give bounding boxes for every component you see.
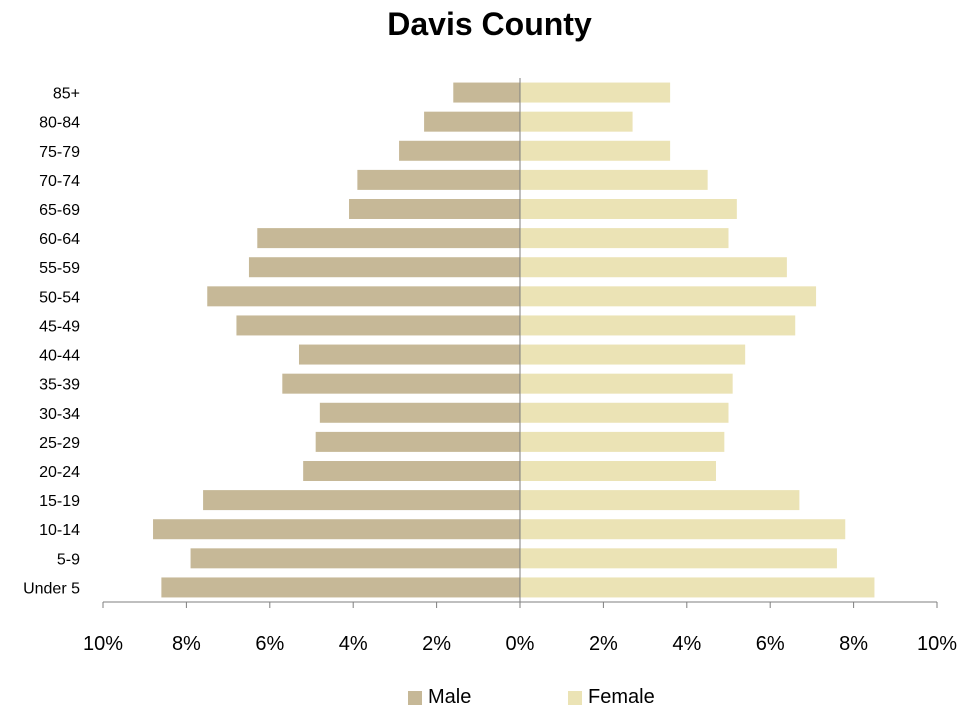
bar-female-45-49 (520, 315, 796, 336)
bar-male-15-19 (203, 490, 520, 511)
bar-male-55-59 (248, 257, 520, 278)
bar-female-25-29 (520, 431, 725, 452)
x-tick-label: 8% (172, 633, 201, 655)
x-tick-label: 6% (255, 633, 284, 655)
bar-male-85+ (453, 82, 520, 103)
x-tick-label: 8% (839, 633, 868, 655)
legend-label-male: Male (428, 686, 472, 708)
bar-male-10-14 (153, 519, 521, 540)
x-tick-label: 6% (756, 633, 785, 655)
category-label: 75-79 (39, 144, 80, 161)
chart-title: Davis County (387, 6, 592, 42)
bar-male-65-69 (349, 199, 520, 219)
category-label: 65-69 (39, 202, 80, 219)
legend-label-female: Female (588, 686, 655, 708)
bar-male-45-49 (236, 315, 520, 336)
bar-female-70-74 (520, 169, 708, 190)
bar-female-75-79 (520, 140, 671, 161)
category-labels: Under 5 5-9 10-14 15-19 20-24 25-29 30-34 35-39… (23, 86, 80, 598)
legend-swatch-male (408, 690, 422, 705)
bar-male-20-24 (303, 461, 520, 481)
category-label: 45-49 (39, 318, 80, 335)
x-tick-label: 0% (506, 633, 535, 655)
bar-male-70-74 (357, 169, 520, 190)
category-label: 50-54 (39, 289, 80, 306)
bar-female-60-64 (520, 228, 729, 249)
bar-female-85+ (520, 82, 671, 103)
bar-male-40-44 (298, 344, 520, 365)
bar-female-10-14 (520, 519, 846, 540)
category-label: 25-29 (39, 435, 80, 452)
category-label: 30-34 (39, 406, 80, 423)
legend-item-female: Female (568, 686, 655, 709)
category-label: 60-64 (39, 231, 80, 248)
category-label: 55-59 (39, 260, 80, 277)
bar-female-80-84 (520, 111, 633, 132)
legend-swatch-female (568, 690, 582, 705)
bar-male-60-64 (257, 228, 520, 249)
bar-male-under-5 (161, 577, 520, 598)
bar-female-under-5 (520, 577, 875, 598)
bars-group (153, 82, 875, 598)
x-axis: 10% 8% 6% 4% 2% 0% 2% 4% 6% 8% 10% (83, 78, 957, 655)
legend-item-male: Male (408, 686, 471, 709)
x-tick-label: 10% (917, 633, 957, 655)
bar-female-65-69 (520, 199, 737, 219)
bar-male-30-34 (319, 402, 520, 423)
bar-female-55-59 (520, 257, 787, 278)
bar-female-15-19 (520, 490, 800, 511)
bar-female-50-54 (520, 286, 817, 307)
bar-male-25-29 (315, 431, 520, 452)
x-tick-label: 4% (339, 633, 368, 655)
category-label: 10-14 (39, 522, 80, 539)
category-label: 70-74 (39, 173, 80, 190)
bar-male-75-79 (399, 140, 520, 161)
category-label: 35-39 (39, 377, 80, 394)
x-tick-label: 10% (83, 633, 123, 655)
category-label: 20-24 (39, 464, 80, 481)
x-tick-label: 2% (422, 633, 451, 655)
bar-male-35-39 (282, 373, 520, 394)
category-label: 85+ (53, 86, 80, 103)
bar-female-30-34 (520, 402, 729, 423)
bar-male-5-9 (190, 548, 520, 569)
bar-female-5-9 (520, 548, 837, 569)
bar-female-35-39 (520, 373, 733, 394)
x-tick-label: 4% (672, 633, 701, 655)
bar-female-20-24 (520, 461, 716, 481)
bar-male-80-84 (424, 111, 520, 132)
category-label: Under 5 (23, 580, 80, 597)
x-tick-label: 2% (589, 633, 618, 655)
category-label: 5-9 (57, 551, 80, 568)
bar-male-50-54 (207, 286, 520, 307)
category-label: 40-44 (39, 348, 80, 365)
bar-female-40-44 (520, 344, 746, 365)
category-label: 80-84 (39, 115, 80, 132)
category-label: 15-19 (39, 493, 80, 510)
